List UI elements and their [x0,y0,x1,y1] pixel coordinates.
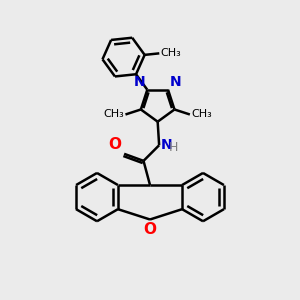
Text: CH₃: CH₃ [103,110,124,119]
Text: O: O [108,137,121,152]
Text: H: H [169,141,178,154]
Text: N: N [160,138,172,152]
Text: N: N [134,75,146,89]
Text: CH₃: CH₃ [191,110,212,119]
Text: N: N [169,75,181,89]
Text: CH₃: CH₃ [160,48,181,58]
Text: O: O [143,222,157,237]
